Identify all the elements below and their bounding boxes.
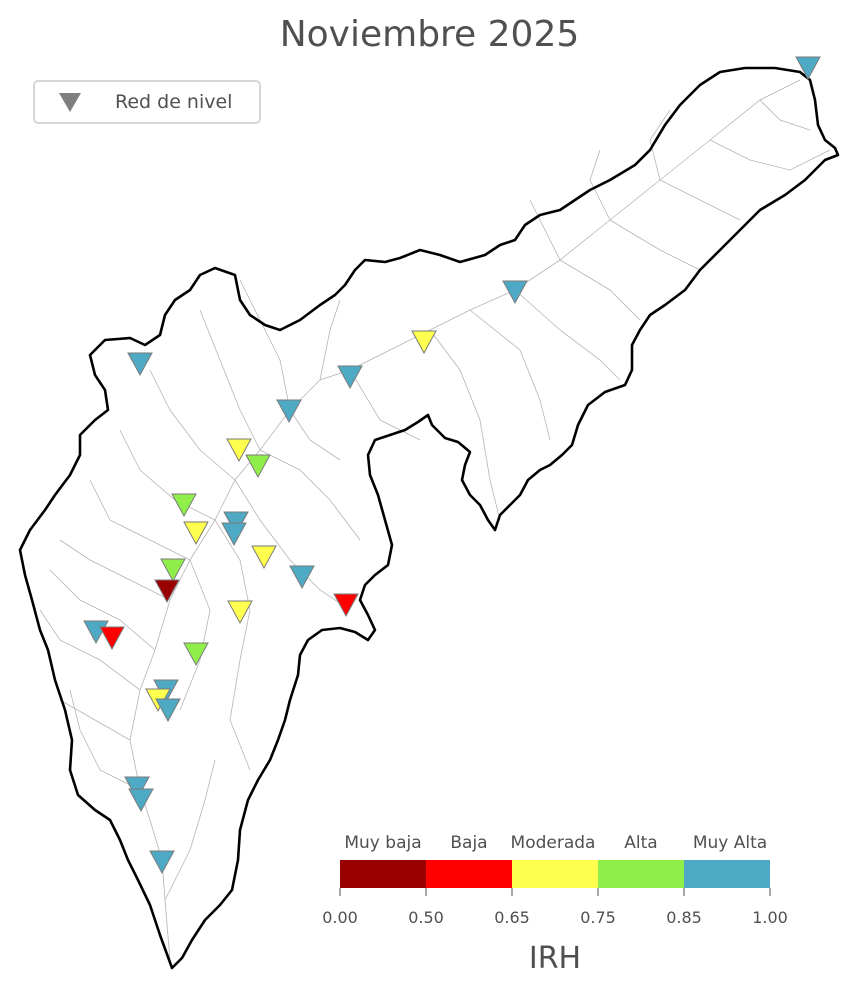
stations bbox=[83, 56, 821, 875]
colorbar-baja bbox=[426, 860, 512, 888]
legend-label: Red de nivel bbox=[115, 91, 233, 113]
station-marker bbox=[226, 438, 252, 463]
station-marker bbox=[154, 579, 180, 604]
station-marker bbox=[183, 642, 209, 667]
colorbar bbox=[339, 860, 771, 896]
station-marker bbox=[160, 558, 186, 583]
station-marker bbox=[99, 626, 125, 651]
station-marker bbox=[221, 522, 247, 547]
colorbar-title: IRH bbox=[528, 941, 582, 976]
station-marker bbox=[333, 593, 359, 618]
station-marker bbox=[149, 850, 175, 875]
river-network bbox=[39, 79, 831, 961]
station-marker bbox=[127, 352, 153, 377]
colorbar-tick: 0.00 bbox=[322, 908, 358, 927]
colorbar-tick: 0.50 bbox=[408, 908, 444, 927]
colorbar-label-baja: Baja bbox=[450, 833, 488, 853]
colorbar-moderada bbox=[512, 860, 598, 888]
colorbar-tick: 1.00 bbox=[752, 908, 788, 927]
station-marker bbox=[128, 788, 154, 813]
station-marker bbox=[171, 493, 197, 518]
colorbar-label-muy-baja: Muy baja bbox=[344, 833, 422, 853]
station-marker bbox=[183, 521, 209, 546]
colorbar-tick: 0.85 bbox=[666, 908, 702, 927]
station-marker bbox=[502, 280, 528, 305]
colorbar-label-alta: Alta bbox=[624, 833, 658, 853]
station-marker bbox=[251, 545, 277, 570]
colorbar-muy-alta bbox=[684, 860, 770, 888]
colorbar-label-muy-alta: Muy Alta bbox=[692, 833, 768, 853]
station-marker bbox=[155, 698, 181, 723]
legend: Red de nivel bbox=[33, 80, 261, 124]
station-marker bbox=[337, 365, 363, 390]
station-marker bbox=[227, 600, 253, 625]
colorbar-alta bbox=[598, 860, 684, 888]
station-marker bbox=[124, 776, 150, 801]
basin-boundary bbox=[18, 66, 840, 970]
colorbar-muy-baja bbox=[340, 860, 426, 888]
station-marker bbox=[795, 56, 821, 81]
colorbar-label-moderada: Moderada bbox=[510, 833, 596, 853]
triangle-marker-icon bbox=[59, 93, 81, 112]
station-marker bbox=[289, 565, 315, 590]
colorbar-tick: 0.65 bbox=[494, 908, 530, 927]
colorbar-tick: 0.75 bbox=[580, 908, 616, 927]
station-marker bbox=[245, 454, 271, 479]
map-title: Noviembre 2025 bbox=[279, 14, 580, 55]
station-marker bbox=[411, 330, 437, 355]
station-marker bbox=[276, 399, 302, 424]
